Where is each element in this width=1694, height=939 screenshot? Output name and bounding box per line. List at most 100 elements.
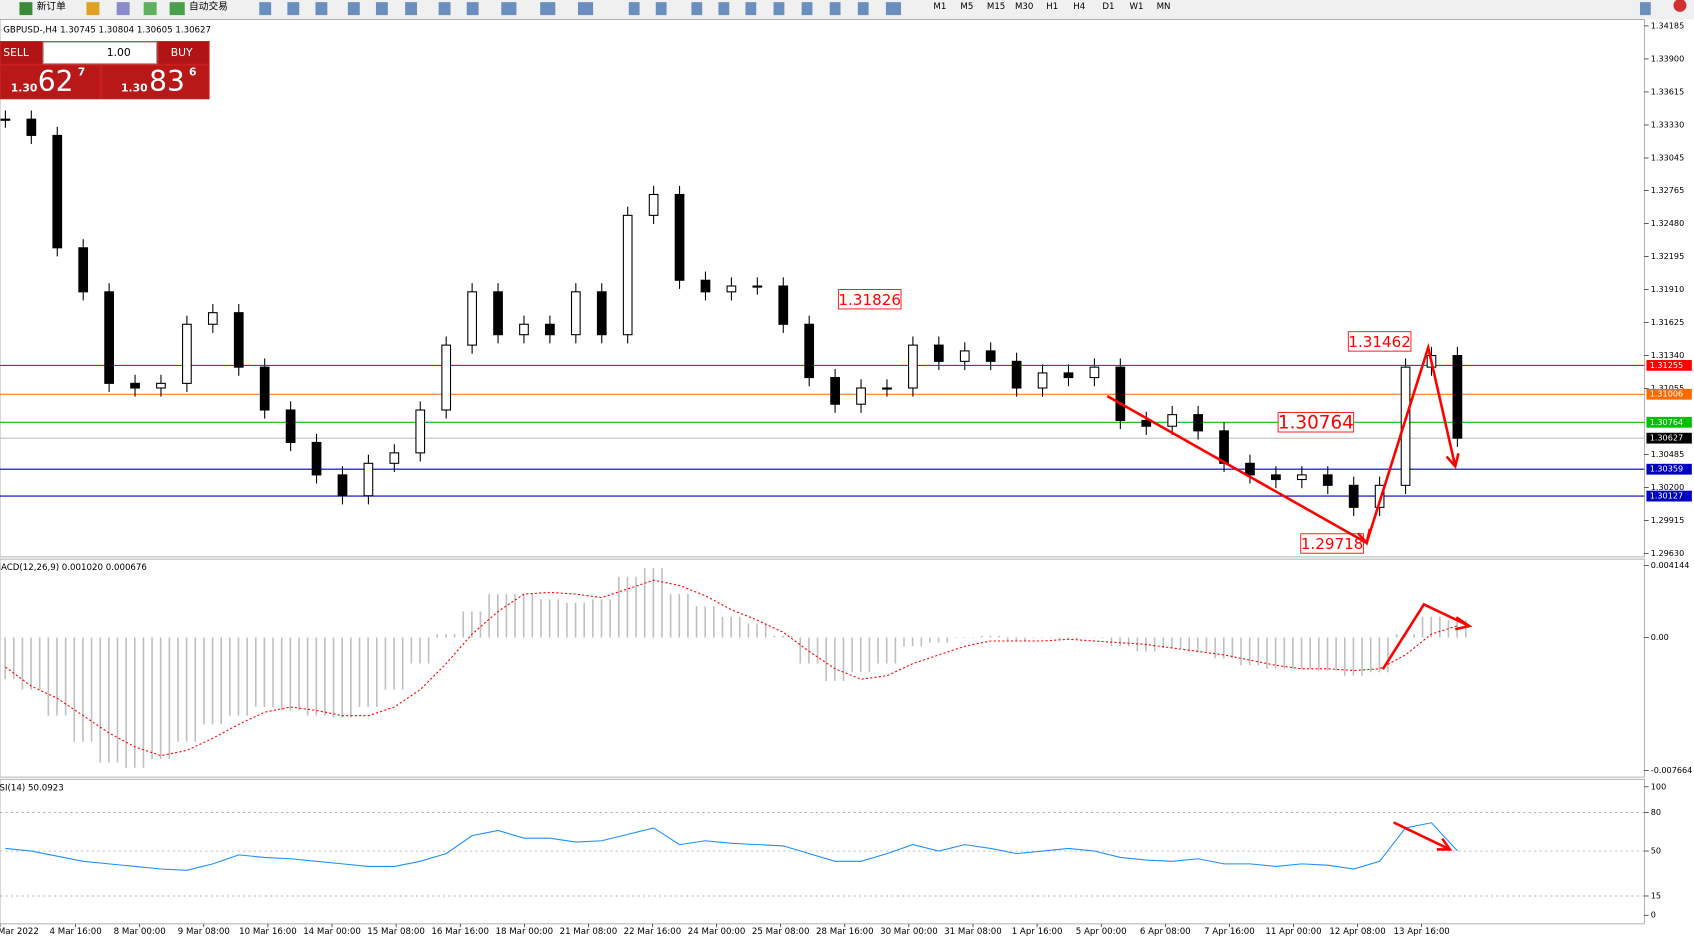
macd-bar <box>1248 637 1251 666</box>
macd-bar <box>825 637 828 681</box>
timeframe[interactable]: MN <box>1157 2 1171 12</box>
buy-frac[interactable]: 6 <box>189 65 197 78</box>
auto-trading-icon[interactable] <box>169 2 185 16</box>
candle-body <box>933 344 944 362</box>
tool-icon[interactable] <box>501 2 517 16</box>
tool-icon[interactable] <box>655 2 667 16</box>
tool-icon[interactable] <box>691 2 703 16</box>
macd-bar <box>350 637 352 718</box>
macd-bar <box>963 637 966 639</box>
y-tick-label: 1.32195 <box>1651 251 1684 261</box>
buy-label[interactable]: BUY <box>171 46 193 59</box>
tool-icon[interactable] <box>628 2 640 16</box>
candle-body <box>311 441 322 476</box>
candle-body <box>830 377 840 405</box>
macd-bar <box>1439 616 1441 638</box>
macd-bar <box>799 637 802 664</box>
macd-bar <box>289 637 292 711</box>
timeframe[interactable]: H1 <box>1046 2 1058 12</box>
sell-button[interactable] <box>1 42 43 64</box>
macd-bar <box>90 637 93 742</box>
lots[interactable]: 1.00 <box>107 46 131 59</box>
lots-input[interactable] <box>42 41 158 65</box>
tool-icon[interactable] <box>438 2 451 16</box>
tool-icon[interactable] <box>577 2 594 16</box>
tool-icon[interactable] <box>116 2 130 16</box>
sell-label[interactable]: SELL <box>3 46 29 59</box>
tool-icon[interactable] <box>540 2 556 16</box>
tool-icon[interactable] <box>773 2 785 16</box>
candle-body <box>156 382 166 389</box>
macd-bar <box>254 637 257 707</box>
tool-icon[interactable] <box>857 2 869 16</box>
tool-icon[interactable] <box>405 2 418 16</box>
timeframe[interactable]: M1 <box>933 2 946 12</box>
macd-bar <box>1240 637 1242 666</box>
auto-trading[interactable]: 自动交易 <box>189 0 228 12</box>
candle-body <box>1063 372 1074 379</box>
macd-bar <box>713 606 715 638</box>
level-tag <box>1646 432 1692 444</box>
sell-pips[interactable]: 62 <box>38 65 74 98</box>
new-order[interactable]: 新订单 <box>37 0 66 12</box>
buy-big[interactable]: 1.30 <box>121 82 148 95</box>
macd-bar <box>30 637 32 690</box>
tool-icon[interactable] <box>347 2 360 16</box>
candle-body <box>674 193 685 281</box>
tool-icon[interactable] <box>86 2 100 16</box>
tool-icon[interactable] <box>287 2 300 16</box>
macd-bar <box>133 637 136 768</box>
x-tick-label: 11 Apr 00:00 <box>1265 927 1321 937</box>
tool-icon[interactable] <box>315 2 328 16</box>
new-order-icon[interactable] <box>19 2 33 16</box>
candle-body <box>233 312 244 368</box>
timeframe[interactable]: W1 <box>1130 2 1144 12</box>
macd-bar <box>272 637 274 707</box>
buy-pips[interactable]: 83 <box>149 65 185 98</box>
macd-bar <box>185 637 188 742</box>
tool-icon[interactable] <box>829 2 841 16</box>
sell-big[interactable]: 1.30 <box>11 82 38 95</box>
tool-icon[interactable] <box>801 2 813 16</box>
buy-button[interactable] <box>158 42 209 64</box>
alert-icon[interactable] <box>1673 0 1687 12</box>
macd-bar <box>540 599 542 638</box>
macd-bar <box>220 637 223 725</box>
tool-icon[interactable] <box>143 2 157 16</box>
candle-body <box>207 312 218 325</box>
toolbar-icons[interactable] <box>259 2 1651 16</box>
macd-bar <box>177 637 179 742</box>
timeframe[interactable]: D1 <box>1102 2 1114 12</box>
macd-bar <box>108 637 110 763</box>
macd-bar <box>566 602 568 638</box>
x-tick-label: 5 Apr 00:00 <box>1076 927 1127 937</box>
macd-bar <box>505 594 508 638</box>
macd-bar <box>4 637 6 680</box>
x-tick-label: 25 Mar 08:00 <box>752 927 810 937</box>
macd-bar <box>661 568 663 638</box>
candle-body <box>1374 484 1385 508</box>
macd-bar <box>488 594 490 638</box>
y-tick-label: 1.30200 <box>1651 482 1684 492</box>
sell-price-box[interactable] <box>1 65 100 99</box>
macd-bar <box>1162 637 1165 648</box>
macd-bar <box>462 611 465 638</box>
tool-icon[interactable] <box>745 2 757 16</box>
annotation-box <box>1347 331 1412 352</box>
x-tick-label: 7 Apr 16:00 <box>1204 927 1255 937</box>
tool-icon[interactable] <box>466 2 479 16</box>
candle-body <box>856 387 866 405</box>
macd-bar <box>445 634 447 638</box>
search-icon[interactable] <box>1639 2 1651 16</box>
timeframe[interactable]: H4 <box>1073 2 1085 12</box>
tool-icon[interactable] <box>718 2 730 16</box>
buy-price-box[interactable] <box>102 65 209 99</box>
tool-icon[interactable] <box>885 2 902 16</box>
sell-frac[interactable]: 7 <box>78 65 86 78</box>
macd-bar <box>168 637 171 760</box>
timeframe[interactable]: M15 <box>987 2 1005 12</box>
tool-icon[interactable] <box>259 2 272 16</box>
timeframe[interactable]: M30 <box>1015 2 1033 12</box>
tool-icon[interactable] <box>375 2 388 16</box>
timeframe[interactable]: M5 <box>960 2 973 12</box>
